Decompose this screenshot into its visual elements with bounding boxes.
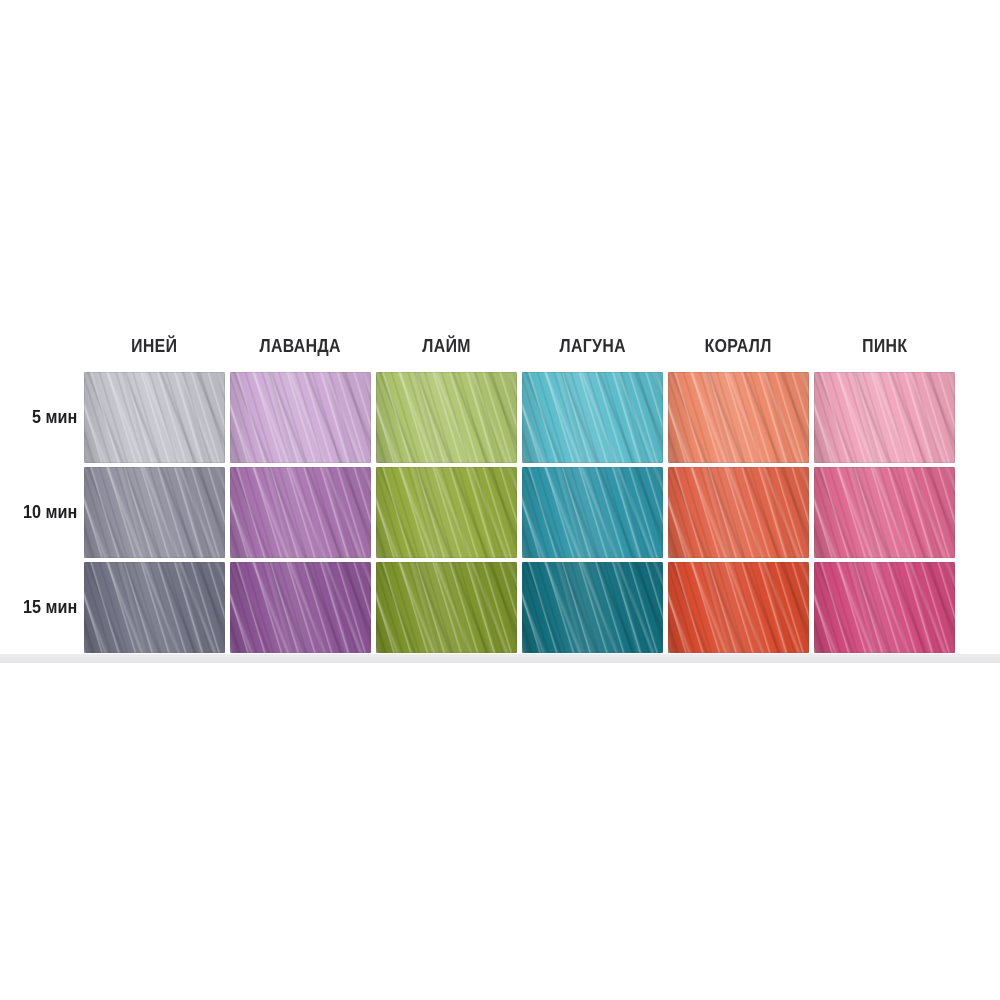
column-header-5: КОРАЛЛ: [704, 335, 773, 356]
swatch-row1-col6: [814, 372, 955, 463]
swatch-row1-col5: [668, 372, 809, 463]
swatch-row1-col4: [522, 372, 663, 463]
column-header-6: ПИНК: [861, 335, 908, 356]
column-headers: ИНЕЙ ЛАВАНДА ЛАЙМ ЛАГУНА КОРАЛЛ ПИНК: [84, 333, 955, 359]
column-header-3: ЛАЙМ: [422, 335, 471, 356]
row-label-1: 5 мин: [31, 407, 77, 427]
swatch-row3-col6: [814, 562, 955, 653]
swatch-row2-col4: [522, 467, 663, 558]
swatch-row3-col3: [376, 562, 517, 653]
swatch-grid: [84, 372, 955, 653]
swatch-row2-col3: [376, 467, 517, 558]
column-header-4: ЛАГУНА: [559, 335, 626, 356]
row-label-2: 10 мин: [22, 502, 77, 522]
swatch-row2-col2: [230, 467, 371, 558]
swatch-row3-col2: [230, 562, 371, 653]
row-labels: 5 мин 10 мин 15 мин: [0, 372, 77, 653]
swatch-row3-col1: [84, 562, 225, 653]
swatch-row1-col3: [376, 372, 517, 463]
swatch-row1-col1: [84, 372, 225, 463]
swatch-row2-col5: [668, 467, 809, 558]
swatch-row3-col5: [668, 562, 809, 653]
swatch-row2-col1: [84, 467, 225, 558]
row-label-3: 15 мин: [22, 597, 77, 617]
swatch-row3-col4: [522, 562, 663, 653]
column-header-2: ЛАВАНДА: [259, 335, 342, 356]
panel-bottom-edge: [0, 654, 1000, 663]
swatch-row1-col2: [230, 372, 371, 463]
column-header-1: ИНЕЙ: [131, 335, 178, 356]
swatch-row2-col6: [814, 467, 955, 558]
